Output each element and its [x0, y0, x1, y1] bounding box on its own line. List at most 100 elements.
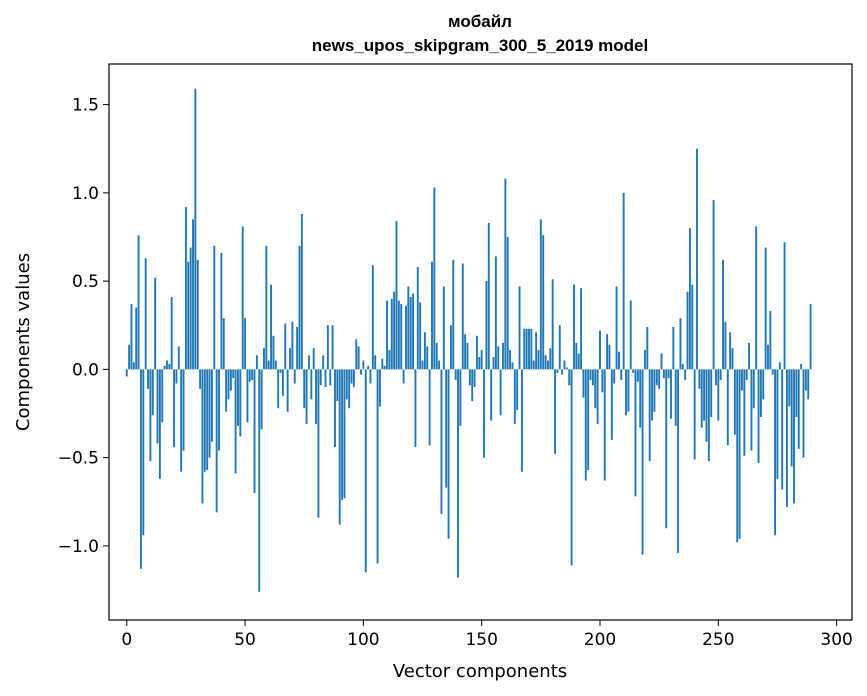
bar [724, 321, 727, 370]
y-tick-label: 0.5 [72, 272, 99, 292]
bar [714, 369, 717, 386]
bar [591, 369, 594, 386]
bar [369, 369, 372, 384]
bar [260, 369, 263, 430]
bar [608, 344, 611, 370]
bar [809, 304, 812, 370]
bar [284, 323, 287, 370]
bar [239, 369, 242, 437]
bar [135, 307, 138, 370]
bar [270, 284, 273, 370]
bar [409, 296, 412, 370]
bar [667, 369, 670, 379]
bar [639, 369, 642, 428]
bar [731, 348, 734, 370]
bar [312, 348, 315, 370]
bar [703, 369, 706, 421]
bar [518, 286, 521, 370]
bar [317, 369, 320, 518]
bar [802, 369, 805, 458]
bar [674, 369, 677, 426]
bar [745, 369, 748, 380]
bar [310, 369, 313, 400]
bar [464, 334, 467, 370]
bar [154, 277, 157, 370]
y-tick-label: 1.5 [72, 96, 99, 116]
bar [693, 369, 696, 460]
bar [163, 365, 166, 370]
bar [473, 369, 476, 388]
bar [606, 334, 609, 370]
bar [788, 369, 791, 407]
bar [771, 369, 774, 375]
bar [705, 369, 708, 442]
bar [355, 339, 358, 370]
y-axis-label: Components values [13, 253, 34, 431]
bar [326, 325, 329, 370]
bar [381, 358, 384, 370]
bar [800, 364, 803, 370]
bar [490, 369, 493, 421]
bar [220, 252, 223, 370]
bar [435, 342, 438, 370]
y-tick-label: 0.0 [72, 360, 99, 380]
bar [180, 369, 183, 472]
bar [286, 369, 289, 412]
chart-title-line-2: news_upos_skipgram_300_5_2019 model [312, 36, 648, 55]
bar [655, 369, 658, 386]
bar [660, 353, 663, 370]
bar [343, 369, 346, 499]
x-axis-ticks: 0 50 100 150 200 250 300 [121, 620, 853, 650]
bar [767, 344, 769, 370]
bar [345, 369, 348, 400]
bar [147, 369, 149, 389]
bar [419, 302, 422, 370]
bar [232, 369, 235, 379]
bar [762, 369, 765, 400]
bar [748, 342, 751, 370]
bar [506, 236, 509, 370]
bar [128, 344, 131, 370]
bar [700, 369, 703, 428]
bar [241, 226, 244, 370]
bar [646, 327, 649, 370]
bar [622, 192, 625, 370]
bar [364, 369, 367, 573]
bar [653, 369, 656, 412]
bar [397, 300, 400, 370]
bar [447, 369, 450, 539]
bar-series [125, 88, 812, 592]
bar [237, 369, 239, 426]
bar [561, 369, 564, 375]
bar [632, 369, 635, 373]
bar [182, 369, 185, 451]
bar [549, 348, 552, 370]
bar [528, 328, 530, 370]
bar [573, 284, 575, 370]
bar [352, 369, 355, 388]
y-tick-label: 1.0 [72, 184, 99, 204]
bar [192, 219, 194, 370]
bar [584, 369, 587, 481]
bar [516, 369, 519, 410]
bar [360, 369, 362, 375]
bar [459, 369, 462, 426]
bar [421, 360, 424, 370]
bar [130, 304, 133, 370]
bar [158, 369, 161, 479]
bar [336, 369, 339, 402]
bar [350, 369, 353, 384]
x-axis-label: Vector components [393, 661, 567, 682]
y-axis-ticks: −1.0 −0.5 0.0 0.5 1.0 1.5 [58, 96, 109, 557]
bar [783, 242, 786, 370]
bar [478, 357, 481, 370]
bar [544, 355, 547, 370]
bar [627, 369, 630, 412]
bar [620, 369, 623, 380]
bar [617, 351, 620, 370]
bar [795, 369, 798, 418]
bar [530, 328, 533, 370]
bar [502, 342, 504, 370]
bar [277, 369, 280, 409]
